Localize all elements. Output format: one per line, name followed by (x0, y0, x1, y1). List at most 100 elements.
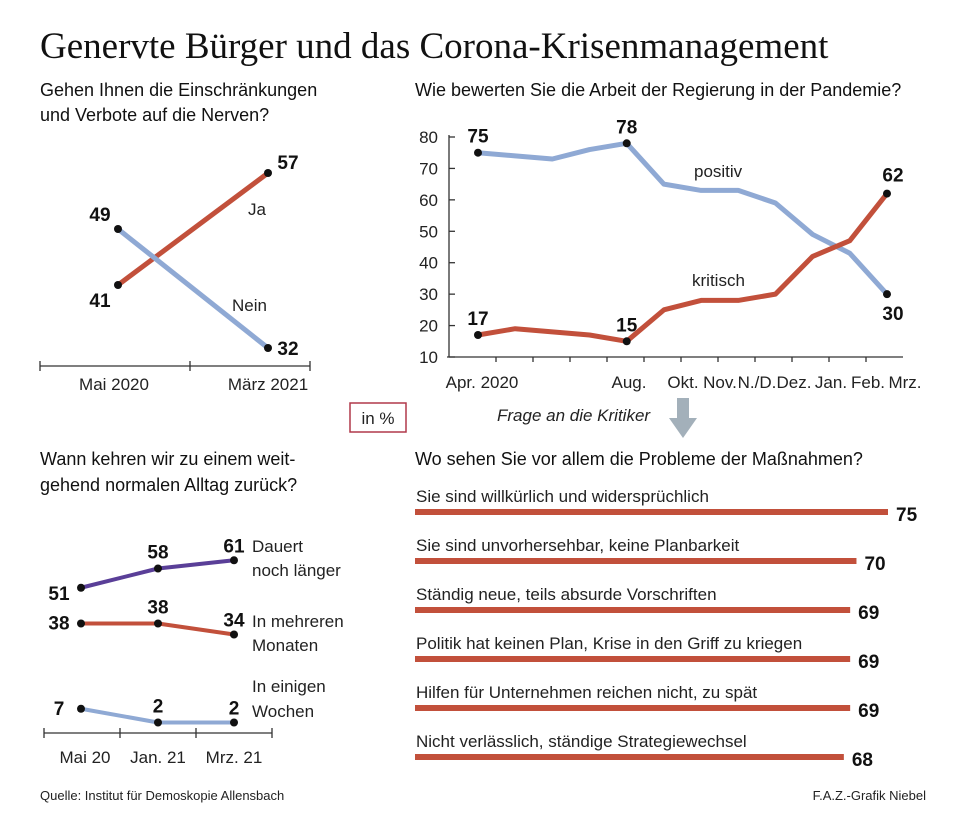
series-label-nein: Nein (232, 296, 267, 315)
series-label: Dauert (252, 537, 303, 556)
x-tick-label: Mai 2020 (79, 375, 149, 394)
chart-nerven: Mai 2020 März 2021 41 57 49 32 Ja Nein (39, 153, 311, 394)
data-label: 2 (229, 699, 240, 720)
data-point (114, 225, 122, 233)
data-label: 34 (223, 611, 245, 632)
series-line-positiv (477, 140, 889, 296)
y-tick-label: 70 (419, 159, 438, 178)
data-point (77, 619, 85, 628)
data-label: 15 (616, 315, 638, 336)
series-label-ja: Ja (248, 200, 267, 219)
x-tick-label: Aug. (612, 373, 647, 392)
data-point (114, 281, 122, 289)
bar-value-label: 70 (864, 554, 885, 575)
data-label: 58 (147, 543, 168, 564)
series-line-ja (116, 170, 270, 288)
series-line (80, 558, 235, 590)
bar-value-label: 68 (852, 750, 873, 771)
x-tick-label: Mrz. (888, 373, 921, 392)
data-point (154, 718, 162, 727)
bar-value-label: 69 (858, 652, 879, 673)
chart-probleme: Sie sind willkürlich und widersprüchlich… (415, 487, 918, 771)
data-label: 32 (277, 339, 298, 360)
y-tick-label: 60 (419, 191, 438, 210)
series-label: noch länger (252, 561, 341, 580)
data-point (264, 169, 272, 177)
bar-value-label: 69 (858, 701, 879, 722)
data-label: 2 (153, 697, 164, 718)
data-label: 62 (882, 166, 903, 187)
data-label: 17 (467, 309, 488, 330)
x-tick-label: Feb. (851, 373, 885, 392)
y-tick-label: 50 (419, 222, 438, 241)
bar (415, 607, 851, 613)
data-point (230, 718, 238, 727)
bar-category-label: Sie sind willkürlich und widersprüchlich (416, 487, 709, 506)
probleme-question: Wo sehen Sie vor allem die Probleme der … (415, 449, 863, 469)
bar (415, 558, 857, 564)
bar-value-label: 75 (896, 505, 918, 526)
data-label: 38 (147, 598, 168, 619)
bar-category-label: Nicht verlässlich, ständige Strategiewec… (416, 732, 747, 751)
data-point (77, 583, 85, 592)
credit: F.A.Z.-Grafik Niebel (813, 788, 927, 803)
data-point (230, 556, 238, 565)
arrow-down-icon (669, 398, 697, 438)
x-tick-label: Dez. (777, 373, 812, 392)
series-label-positiv: positiv (694, 162, 743, 181)
data-label: 75 (467, 127, 489, 148)
data-label: 61 (223, 536, 245, 557)
data-point (77, 704, 85, 713)
x-tick-label: März 2021 (228, 375, 308, 394)
data-label: 30 (882, 304, 903, 325)
data-point (154, 564, 162, 573)
data-label: 38 (48, 614, 69, 635)
bar-category-label: Politik hat keinen Plan, Krise in den Gr… (416, 634, 802, 653)
series-line-kritisch (477, 192, 889, 344)
data-point (883, 290, 891, 299)
x-tick-label: Jan. (815, 373, 847, 392)
unit-label: in % (361, 409, 394, 428)
unit-box: in % (349, 402, 407, 433)
series-label-kritisch: kritisch (692, 271, 745, 290)
bar-category-label: Sie sind unvorhersehbar, keine Planbarke… (416, 536, 739, 555)
bar (415, 656, 851, 662)
x-tick-label: Mai 20 (59, 748, 110, 767)
data-point (230, 630, 238, 639)
data-label: 49 (89, 205, 110, 226)
y-tick-label: 80 (419, 128, 438, 147)
bar (415, 509, 888, 515)
data-point (264, 344, 272, 352)
y-tick-label: 40 (419, 254, 438, 273)
bar-value-label: 69 (858, 603, 879, 624)
data-point (474, 331, 482, 339)
series-label: In mehreren (252, 612, 344, 631)
data-point (883, 189, 891, 198)
bar-category-label: Ständig neue, teils absurde Vorschriften (416, 585, 717, 604)
nerven-question-line1: Gehen Ihnen die Einschränkungen (40, 80, 317, 100)
x-tick-label: Jan. 21 (130, 748, 186, 767)
data-label: 41 (89, 291, 111, 312)
x-tick-label: Apr. 2020 (446, 373, 519, 392)
x-tick-label: Mrz. 21 (206, 748, 263, 767)
chart-alltag: Mai 20 Jan. 21 Mrz. 21 51 58 61 Dauert noch län… (43, 536, 344, 767)
bar-category-label: Hilfen für Unternehmen reichen nicht, zu… (416, 683, 757, 702)
data-label: 57 (277, 153, 298, 174)
data-label: 78 (616, 117, 637, 138)
series-line-nein (116, 227, 270, 350)
nerven-question-line2: und Verbote auf die Nerven? (40, 105, 269, 125)
series-label: Monaten (252, 636, 318, 655)
chart-regierung: 80 70 60 50 40 30 20 10 Apr. 2020 Aug. Okt. Nov. N./… (419, 117, 921, 392)
main-title: Genervte Bürger und das Corona-Krisenman… (40, 26, 829, 67)
y-tick-label: 30 (419, 285, 438, 304)
data-point (622, 139, 631, 148)
bar (415, 754, 844, 760)
data-point (622, 337, 631, 346)
regierung-question: Wie bewerten Sie die Arbeit der Regierun… (415, 80, 901, 100)
series-label: Wochen (252, 702, 314, 721)
source: Quelle: Institut für Demoskopie Allensba… (40, 788, 284, 803)
data-label: 51 (48, 584, 70, 605)
data-point (154, 619, 162, 628)
series-label: In einigen (252, 677, 326, 696)
